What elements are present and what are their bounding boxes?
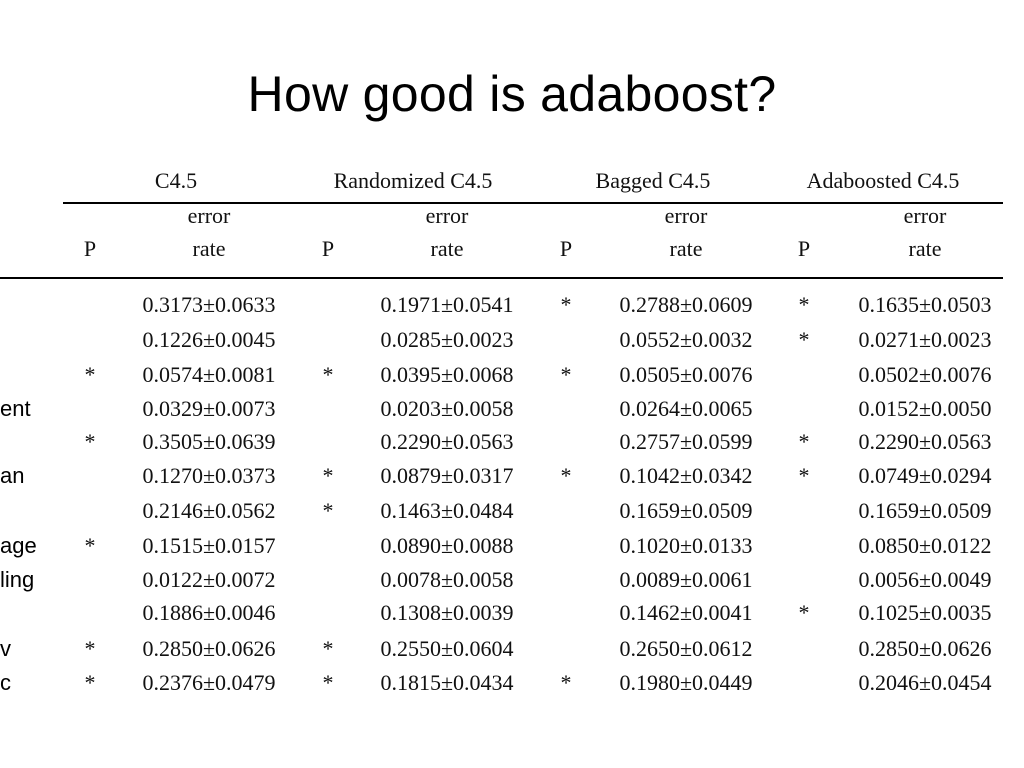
- error-rate-cell: 0.0879±0.0317: [380, 463, 514, 488]
- error-rate-cell: 0.2290±0.0563: [858, 429, 992, 454]
- p-column-header: P: [797, 236, 811, 261]
- error-rate-cell: 0.1042±0.0342: [619, 463, 753, 488]
- error-rate-cell: 0.0552±0.0032: [619, 327, 753, 352]
- significance-marker: *: [84, 533, 96, 558]
- error-rate-cell: 0.1659±0.0509: [858, 498, 992, 523]
- error-rate-header-line1: error: [903, 203, 947, 228]
- error-rate-cell: 0.2376±0.0479: [142, 670, 276, 695]
- row-label: ling: [0, 567, 35, 592]
- significance-marker: *: [798, 600, 810, 625]
- row-label: c: [0, 670, 11, 695]
- error-rate-cell: 0.0502±0.0076: [858, 362, 992, 387]
- error-rate-cell: 0.0089±0.0061: [619, 567, 753, 592]
- significance-marker: *: [322, 636, 334, 661]
- error-rate-cell: 0.1020±0.0133: [619, 533, 753, 558]
- error-rate-cell: 0.0078±0.0058: [380, 567, 514, 592]
- error-rate-cell: 0.0395±0.0068: [380, 362, 514, 387]
- significance-marker: *: [84, 362, 96, 387]
- significance-marker: *: [798, 463, 810, 488]
- error-rate-header-line1: error: [664, 203, 708, 228]
- error-rate-cell: 0.0056±0.0049: [858, 567, 992, 592]
- error-rate-cell: 0.0890±0.0088: [380, 533, 514, 558]
- column-group-header: Bagged C4.5: [595, 168, 711, 193]
- header-rule-top: [63, 202, 1003, 204]
- error-rate-cell: 0.2850±0.0626: [858, 636, 992, 661]
- significance-marker: *: [322, 362, 334, 387]
- significance-marker: *: [798, 292, 810, 317]
- error-rate-cell: 0.1886±0.0046: [142, 600, 276, 625]
- error-rate-cell: 0.1226±0.0045: [142, 327, 276, 352]
- error-rate-cell: 0.0574±0.0081: [142, 362, 276, 387]
- significance-marker: *: [560, 463, 572, 488]
- row-label: v: [0, 636, 11, 661]
- significance-marker: *: [560, 292, 572, 317]
- row-label: ent: [0, 396, 31, 421]
- error-rate-cell: 0.1815±0.0434: [380, 670, 514, 695]
- significance-marker: *: [560, 362, 572, 387]
- significance-marker: *: [84, 429, 96, 454]
- error-rate-cell: 0.2850±0.0626: [142, 636, 276, 661]
- error-rate-cell: 0.1270±0.0373: [142, 463, 276, 488]
- error-rate-header-line2: rate: [430, 236, 464, 261]
- error-rate-cell: 0.2046±0.0454: [858, 670, 992, 695]
- column-group-header: Adaboosted C4.5: [806, 168, 960, 193]
- error-rate-cell: 0.1463±0.0484: [380, 498, 514, 523]
- significance-marker: *: [322, 463, 334, 488]
- error-rate-cell: 0.2146±0.0562: [142, 498, 276, 523]
- error-rate-cell: 0.0264±0.0065: [619, 396, 753, 421]
- error-rate-cell: 0.0329±0.0073: [142, 396, 276, 421]
- significance-marker: *: [798, 327, 810, 352]
- error-rate-cell: 0.3173±0.0633: [142, 292, 276, 317]
- error-rate-cell: 0.1308±0.0039: [380, 600, 514, 625]
- error-rate-header-line2: rate: [669, 236, 703, 261]
- error-rate-cell: 0.2757±0.0599: [619, 429, 753, 454]
- p-column-header: P: [321, 236, 335, 261]
- column-group-header: Randomized C4.5: [333, 168, 493, 193]
- error-rate-cell: 0.0850±0.0122: [858, 533, 992, 558]
- p-column-header: P: [559, 236, 573, 261]
- error-rate-header-line2: rate: [192, 236, 226, 261]
- significance-marker: *: [560, 670, 572, 695]
- error-rate-cell: 0.2788±0.0609: [619, 292, 753, 317]
- significance-marker: *: [84, 670, 96, 695]
- error-rate-cell: 0.2550±0.0604: [380, 636, 514, 661]
- error-rate-cell: 0.2290±0.0563: [380, 429, 514, 454]
- column-group-header: C4.5: [154, 168, 198, 193]
- error-rate-cell: 0.1515±0.0157: [142, 533, 276, 558]
- error-rate-cell: 0.1462±0.0041: [619, 600, 753, 625]
- error-rate-cell: 0.1635±0.0503: [858, 292, 992, 317]
- row-label: age: [0, 533, 37, 558]
- error-rate-header-line1: error: [187, 203, 231, 228]
- error-rate-cell: 0.3505±0.0639: [142, 429, 276, 454]
- error-rate-cell: 0.0505±0.0076: [619, 362, 753, 387]
- error-rate-cell: 0.1980±0.0449: [619, 670, 753, 695]
- row-label: an: [0, 463, 25, 488]
- error-rate-cell: 0.0749±0.0294: [858, 463, 992, 488]
- error-rate-cell: 0.0285±0.0023: [380, 327, 514, 352]
- error-rate-cell: 0.1971±0.0541: [380, 292, 514, 317]
- error-rate-header-line1: error: [425, 203, 469, 228]
- error-rate-cell: 0.0271±0.0023: [858, 327, 992, 352]
- significance-marker: *: [322, 670, 334, 695]
- significance-marker: *: [798, 429, 810, 454]
- error-rate-cell: 0.2650±0.0612: [619, 636, 753, 661]
- error-rate-cell: 0.0203±0.0058: [380, 396, 514, 421]
- error-rate-cell: 0.1025±0.0035: [858, 600, 992, 625]
- slide-title: How good is adaboost?: [247, 66, 777, 122]
- error-rate-cell: 0.0152±0.0050: [858, 396, 992, 421]
- error-rate-cell: 0.1659±0.0509: [619, 498, 753, 523]
- error-rate-header-line2: rate: [908, 236, 942, 261]
- header-rule-bottom: [0, 277, 1003, 279]
- p-column-header: P: [83, 236, 97, 261]
- significance-marker: *: [322, 498, 334, 523]
- error-rate-cell: 0.0122±0.0072: [142, 567, 276, 592]
- significance-marker: *: [84, 636, 96, 661]
